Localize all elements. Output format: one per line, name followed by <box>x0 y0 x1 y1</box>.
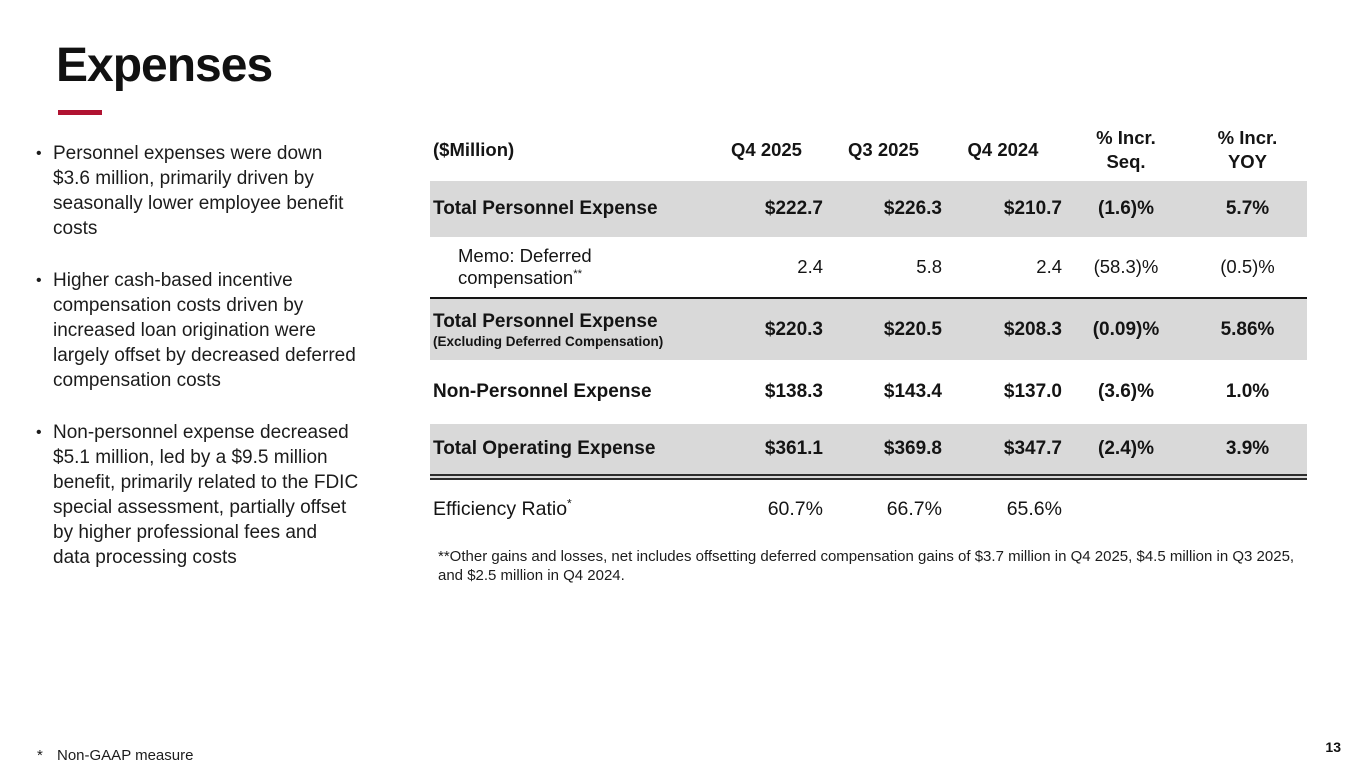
table-header-row: ($Million) Q4 2025 Q3 2025 Q4 2024 % Inc… <box>430 118 1307 181</box>
footnote-symbol: * <box>37 747 43 764</box>
cell-incr-yoy: 5.86% <box>1220 318 1275 340</box>
bullet-list: Personnel expenses were down $3.6 millio… <box>30 141 415 597</box>
table-footnote: **Other gains and losses, net includes o… <box>438 548 1295 584</box>
cell-incr-yoy: 3.9% <box>1225 438 1270 459</box>
row-label: Non-Personnel Expense <box>430 381 710 403</box>
cell-incr-seq: (3.6)% <box>1098 381 1154 402</box>
row-sublabel: (Excluding Deferred Compensation) <box>433 333 664 349</box>
title-accent-bar <box>58 110 102 115</box>
column-header-q4-2025: Q4 2025 <box>731 138 802 160</box>
cell-incr-yoy: (0.5)% <box>1220 256 1275 277</box>
cell-incr-seq: (2.4)% <box>1098 438 1154 459</box>
non-gaap-footnote: * Non-GAAP measure <box>37 747 193 764</box>
cell-incr-seq: (1.6)% <box>1098 198 1154 219</box>
row-label-text: Total Personnel Expense <box>433 310 658 332</box>
row-label-text: Efficiency Ratio <box>433 497 568 520</box>
expenses-table: ($Million) Q4 2025 Q3 2025 Q4 2024 % Inc… <box>430 118 1307 538</box>
column-header-incr-seq: % Incr. Seq. <box>1096 126 1156 172</box>
row-label: Total Personnel Expense (Excluding Deferr… <box>430 311 710 349</box>
row-label-text: Memo: Deferred compensation <box>458 245 592 288</box>
footnote-text: Non-GAAP measure <box>57 747 194 764</box>
cell-incr-yoy: 5.7% <box>1225 198 1270 219</box>
table-row-non-personnel: Non-Personnel Expense $138.3 $143.4 $137… <box>430 360 1307 424</box>
row-label-text: Total Operating Expense <box>433 438 656 459</box>
cell-q4-2024: $347.7 <box>1003 438 1062 459</box>
cell-incr-seq: (0.09)% <box>1092 318 1160 340</box>
cell-q4-2025: $138.3 <box>764 381 823 402</box>
cell-q4-2025: 60.7% <box>767 497 823 520</box>
cell-incr-yoy: 1.0% <box>1225 381 1270 402</box>
cell-q4-2024: 2.4 <box>1036 256 1062 277</box>
bullet-item: Higher cash-based incentive compensation… <box>30 268 415 393</box>
cell-q3-2025: $143.4 <box>883 381 942 402</box>
cell-q4-2024: $210.7 <box>1003 198 1062 219</box>
row-label: Total Personnel Expense <box>430 198 710 220</box>
cell-incr-seq: (58.3)% <box>1093 256 1159 277</box>
column-header-q4-2024: Q4 2024 <box>967 138 1039 160</box>
cell-q4-2025: $220.3 <box>764 318 823 340</box>
cell-q3-2025: $220.5 <box>883 318 942 340</box>
table-row-total-personnel: Total Personnel Expense $222.7 $226.3 $2… <box>430 181 1307 237</box>
bullet-item: Non-personnel expense decreased $5.1 mil… <box>30 420 415 570</box>
table-row-efficiency-ratio: Efficiency Ratio* 60.7% 66.7% 65.6% <box>430 480 1307 538</box>
cell-q4-2025: $361.1 <box>764 438 823 459</box>
row-label: Efficiency Ratio* <box>430 496 710 521</box>
page-title: Expenses <box>56 39 273 92</box>
cell-q4-2024: $137.0 <box>1003 381 1062 402</box>
cell-q4-2025: 2.4 <box>797 256 823 277</box>
cell-q3-2025: $226.3 <box>883 198 942 219</box>
column-header-q3-2025: Q3 2025 <box>848 138 919 160</box>
row-label: Total Operating Expense <box>430 438 710 460</box>
cell-q3-2025: 66.7% <box>886 497 942 520</box>
table-row-total-operating: Total Operating Expense $361.1 $369.8 $3… <box>430 424 1307 480</box>
cell-q4-2025: $222.7 <box>764 198 823 219</box>
row-label-superscript: * <box>567 496 572 510</box>
row-label-text: Non-Personnel Expense <box>433 381 652 402</box>
row-label: Memo: Deferred compensation** <box>430 245 710 289</box>
page-number: 13 <box>1325 739 1341 755</box>
bullet-item: Personnel expenses were down $3.6 millio… <box>30 141 415 241</box>
row-label-text: Total Personnel Expense <box>433 198 658 219</box>
column-header-unit: ($Million) <box>433 138 515 160</box>
cell-q3-2025: 5.8 <box>916 256 942 277</box>
row-label-superscript: ** <box>573 267 583 280</box>
cell-q4-2024: $208.3 <box>1003 318 1062 340</box>
cell-q4-2024: 65.6% <box>1006 497 1062 520</box>
column-header-incr-yoy: % Incr. YOY <box>1217 126 1278 172</box>
table-row-memo-deferred-comp: Memo: Deferred compensation** 2.4 5.8 2.… <box>430 237 1307 299</box>
table-row-total-personnel-excl-deferred: Total Personnel Expense (Excluding Deferr… <box>430 299 1307 360</box>
cell-q3-2025: $369.8 <box>883 438 942 459</box>
